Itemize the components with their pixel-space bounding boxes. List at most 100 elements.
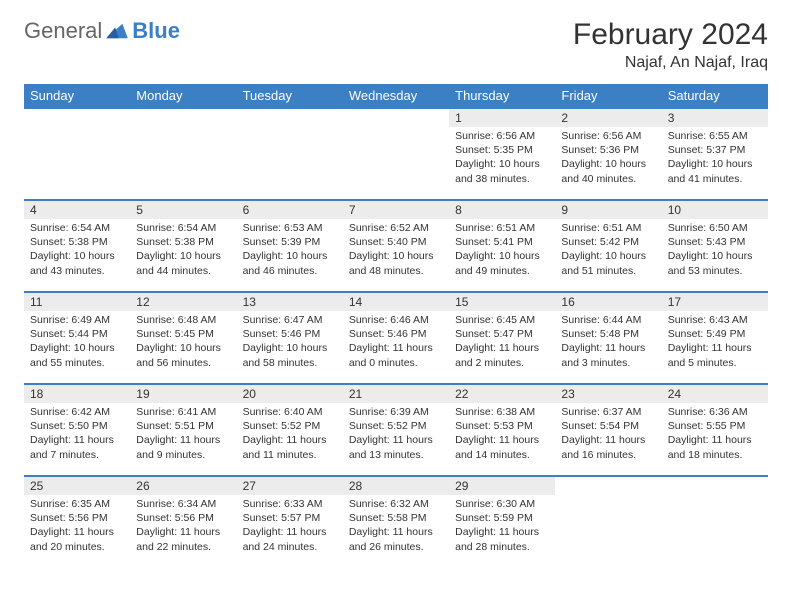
day-number: 14 (343, 293, 449, 311)
day-details: Sunrise: 6:36 AMSunset: 5:55 PMDaylight:… (662, 403, 768, 464)
calendar-day-cell: 24Sunrise: 6:36 AMSunset: 5:55 PMDayligh… (662, 384, 768, 476)
day-number: 12 (130, 293, 236, 311)
calendar-day-cell: 11Sunrise: 6:49 AMSunset: 5:44 PMDayligh… (24, 292, 130, 384)
day-number: 28 (343, 477, 449, 495)
day-number: 16 (555, 293, 661, 311)
weekday-header-row: SundayMondayTuesdayWednesdayThursdayFrid… (24, 84, 768, 108)
calendar-empty-cell (662, 476, 768, 568)
day-details: Sunrise: 6:51 AMSunset: 5:42 PMDaylight:… (555, 219, 661, 280)
day-number: 3 (662, 109, 768, 127)
logo: General Blue (24, 18, 180, 44)
day-details: Sunrise: 6:39 AMSunset: 5:52 PMDaylight:… (343, 403, 449, 464)
daylight-line: Daylight: 10 hours and 41 minutes. (668, 157, 762, 185)
sunrise-line: Sunrise: 6:56 AM (455, 129, 549, 143)
calendar-empty-cell (24, 108, 130, 200)
sunrise-line: Sunrise: 6:36 AM (668, 405, 762, 419)
calendar-day-cell: 23 Sunrise: 6:37 AMSunset: 5:54 PMDayligh… (555, 384, 661, 476)
day-number: 23 (555, 385, 661, 403)
sunset-line: Sunset: 5:59 PM (455, 511, 549, 525)
sunrise-line: Sunrise: 6:33 AM (243, 497, 337, 511)
day-number: 9 (555, 201, 661, 219)
day-number: 25 (24, 477, 130, 495)
day-number: 19 (130, 385, 236, 403)
day-number: 27 (237, 477, 343, 495)
day-number: 11 (24, 293, 130, 311)
header: General Blue February 2024 Najaf, An Naj… (24, 18, 768, 72)
calendar-day-cell: 26Sunrise: 6:34 AMSunset: 5:56 PMDayligh… (130, 476, 236, 568)
sunset-line: Sunset: 5:56 PM (136, 511, 230, 525)
weekday-header: Sunday (24, 84, 130, 108)
calendar-body: 1Sunrise: 6:56 AMSunset: 5:35 PMDaylight… (24, 108, 768, 568)
sunset-line: Sunset: 5:37 PM (668, 143, 762, 157)
daylight-line: Daylight: 11 hours and 9 minutes. (136, 433, 230, 461)
sunset-line: Sunset: 5:54 PM (561, 419, 655, 433)
daylight-line: Daylight: 11 hours and 20 minutes. (30, 525, 124, 553)
sunrise-line: Sunrise: 6:38 AM (455, 405, 549, 419)
calendar-day-cell: 4Sunrise: 6:54 AMSunset: 5:38 PMDaylight… (24, 200, 130, 292)
day-details: Sunrise: 6:42 AMSunset: 5:50 PMDaylight:… (24, 403, 130, 464)
day-details: Sunrise: 6:51 AMSunset: 5:41 PMDaylight:… (449, 219, 555, 280)
sunset-line: Sunset: 5:38 PM (136, 235, 230, 249)
sunset-line: Sunset: 5:46 PM (349, 327, 443, 341)
calendar-day-cell: 1Sunrise: 6:56 AMSunset: 5:35 PMDaylight… (449, 108, 555, 200)
sunset-line: Sunset: 5:36 PM (561, 143, 655, 157)
daylight-line: Daylight: 10 hours and 58 minutes. (243, 341, 337, 369)
day-details: Sunrise: 6:47 AMSunset: 5:46 PMDaylight:… (237, 311, 343, 372)
sunrise-line: Sunrise: 6:51 AM (561, 221, 655, 235)
day-details: Sunrise: 6:53 AMSunset: 5:39 PMDaylight:… (237, 219, 343, 280)
sunset-line: Sunset: 5:43 PM (668, 235, 762, 249)
calendar-day-cell: 13Sunrise: 6:47 AMSunset: 5:46 PMDayligh… (237, 292, 343, 384)
calendar-day-cell: 12Sunrise: 6:48 AMSunset: 5:45 PMDayligh… (130, 292, 236, 384)
calendar-day-cell: 15Sunrise: 6:45 AMSunset: 5:47 PMDayligh… (449, 292, 555, 384)
calendar-day-cell: 29Sunrise: 6:30 AMSunset: 5:59 PMDayligh… (449, 476, 555, 568)
sunset-line: Sunset: 5:55 PM (668, 419, 762, 433)
calendar-week-row: 4Sunrise: 6:54 AMSunset: 5:38 PMDaylight… (24, 200, 768, 292)
sunrise-line: Sunrise: 6:44 AM (561, 313, 655, 327)
daylight-line: Daylight: 10 hours and 55 minutes. (30, 341, 124, 369)
calendar-day-cell: 20Sunrise: 6:40 AMSunset: 5:52 PMDayligh… (237, 384, 343, 476)
sunset-line: Sunset: 5:50 PM (30, 419, 124, 433)
sunset-line: Sunset: 5:48 PM (561, 327, 655, 341)
sunset-line: Sunset: 5:39 PM (243, 235, 337, 249)
calendar-day-cell: 5Sunrise: 6:54 AMSunset: 5:38 PMDaylight… (130, 200, 236, 292)
daylight-line: Daylight: 11 hours and 16 minutes. (561, 433, 655, 461)
logo-text-2: Blue (132, 18, 180, 44)
sunrise-line: Sunrise: 6:48 AM (136, 313, 230, 327)
sunrise-line: Sunrise: 6:45 AM (455, 313, 549, 327)
calendar-day-cell: 19Sunrise: 6:41 AMSunset: 5:51 PMDayligh… (130, 384, 236, 476)
calendar-day-cell: 16Sunrise: 6:44 AMSunset: 5:48 PMDayligh… (555, 292, 661, 384)
daylight-line: Daylight: 11 hours and 13 minutes. (349, 433, 443, 461)
sunrise-line: Sunrise: 6:34 AM (136, 497, 230, 511)
calendar-day-cell: 3Sunrise: 6:55 AMSunset: 5:37 PMDaylight… (662, 108, 768, 200)
calendar-day-cell: 25Sunrise: 6:35 AMSunset: 5:56 PMDayligh… (24, 476, 130, 568)
day-number: 17 (662, 293, 768, 311)
sunrise-line: Sunrise: 6:37 AM (561, 405, 655, 419)
day-details: Sunrise: 6:45 AMSunset: 5:47 PMDaylight:… (449, 311, 555, 372)
day-number: 18 (24, 385, 130, 403)
calendar-day-cell: 22Sunrise: 6:38 AMSunset: 5:53 PMDayligh… (449, 384, 555, 476)
weekday-header: Tuesday (237, 84, 343, 108)
daylight-line: Daylight: 11 hours and 7 minutes. (30, 433, 124, 461)
sunrise-line: Sunrise: 6:54 AM (30, 221, 124, 235)
daylight-line: Daylight: 10 hours and 48 minutes. (349, 249, 443, 277)
day-details: Sunrise: 6:56 AMSunset: 5:36 PMDaylight:… (555, 127, 661, 188)
sunrise-line: Sunrise: 6:40 AM (243, 405, 337, 419)
day-number: 24 (662, 385, 768, 403)
daylight-line: Daylight: 11 hours and 18 minutes. (668, 433, 762, 461)
daylight-line: Daylight: 11 hours and 22 minutes. (136, 525, 230, 553)
calendar-empty-cell (343, 108, 449, 200)
day-number: 5 (130, 201, 236, 219)
daylight-line: Daylight: 10 hours and 49 minutes. (455, 249, 549, 277)
daylight-line: Daylight: 10 hours and 38 minutes. (455, 157, 549, 185)
sunset-line: Sunset: 5:40 PM (349, 235, 443, 249)
sunrise-line: Sunrise: 6:50 AM (668, 221, 762, 235)
day-details: Sunrise: 6:50 AMSunset: 5:43 PMDaylight:… (662, 219, 768, 280)
sunrise-line: Sunrise: 6:43 AM (668, 313, 762, 327)
daylight-line: Daylight: 10 hours and 43 minutes. (30, 249, 124, 277)
day-details: Sunrise: 6:54 AMSunset: 5:38 PMDaylight:… (130, 219, 236, 280)
calendar-empty-cell (237, 108, 343, 200)
day-details: Sunrise: 6:32 AMSunset: 5:58 PMDaylight:… (343, 495, 449, 556)
calendar-week-row: 25Sunrise: 6:35 AMSunset: 5:56 PMDayligh… (24, 476, 768, 568)
sunset-line: Sunset: 5:44 PM (30, 327, 124, 341)
sunrise-line: Sunrise: 6:30 AM (455, 497, 549, 511)
